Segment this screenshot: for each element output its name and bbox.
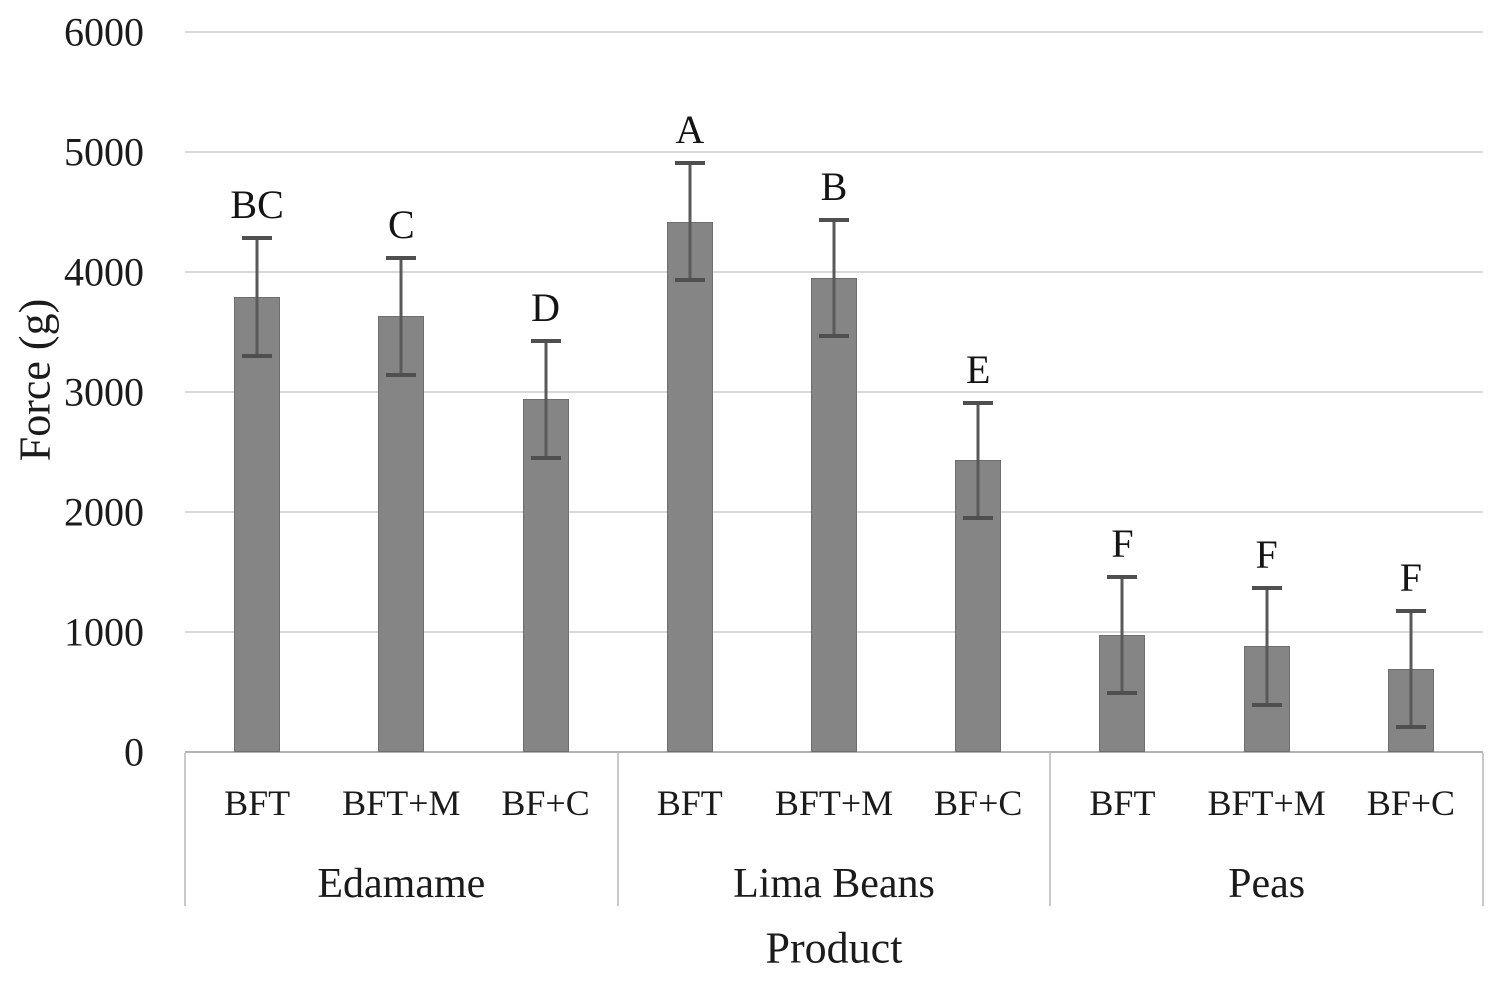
error-bar bbox=[1265, 588, 1269, 705]
group-label: Peas bbox=[1228, 861, 1306, 907]
y-axis-title: Force (g) bbox=[10, 298, 60, 462]
group-separator bbox=[1049, 753, 1052, 906]
bar bbox=[811, 278, 857, 752]
significance-letter: BC bbox=[230, 182, 284, 228]
significance-letter: C bbox=[387, 201, 415, 247]
error-bar bbox=[688, 162, 692, 281]
group-separator bbox=[1482, 753, 1484, 906]
error-bar bbox=[399, 257, 403, 375]
error-bar-cap-top bbox=[530, 338, 561, 343]
gridline-5000 bbox=[185, 151, 1483, 153]
significance-letter: F bbox=[1255, 532, 1278, 578]
significance-letter: E bbox=[966, 346, 991, 392]
error-bar-cap-bottom bbox=[242, 354, 273, 358]
bar bbox=[234, 297, 281, 752]
category-label: BF+C bbox=[501, 783, 590, 823]
group-label: Edamame bbox=[317, 861, 486, 907]
bar bbox=[666, 221, 713, 752]
error-bar bbox=[255, 238, 259, 356]
error-bar-cap-top bbox=[674, 160, 705, 165]
gridline-6000 bbox=[185, 31, 1483, 33]
error-bar-cap-bottom bbox=[1395, 725, 1426, 730]
category-label: BF+C bbox=[934, 783, 1023, 823]
x-axis-line bbox=[185, 751, 1483, 753]
significance-letter: F bbox=[1399, 555, 1422, 601]
category-label: BFT bbox=[224, 783, 291, 823]
error-bar-cap-bottom bbox=[386, 372, 417, 377]
significance-letter: B bbox=[820, 163, 848, 209]
y-tick-label: 4000 bbox=[64, 249, 144, 295]
error-bar bbox=[1120, 577, 1124, 693]
group-label: Lima Beans bbox=[733, 861, 935, 907]
error-bar bbox=[1409, 611, 1413, 728]
group-separator bbox=[616, 753, 619, 906]
y-tick-label: 1000 bbox=[64, 609, 144, 655]
error-bar-cap-bottom bbox=[963, 516, 994, 520]
category-label: BFT bbox=[1089, 783, 1156, 823]
error-bar-cap-top bbox=[1251, 586, 1282, 591]
error-bar-cap-top bbox=[963, 400, 994, 405]
bar bbox=[378, 316, 425, 752]
significance-letter: D bbox=[531, 284, 560, 330]
error-bar-cap-top bbox=[386, 255, 417, 260]
y-tick-label: 3000 bbox=[64, 369, 144, 415]
error-bar bbox=[544, 340, 548, 458]
error-bar-cap-top bbox=[1395, 609, 1426, 614]
significance-letter: F bbox=[1111, 521, 1134, 567]
error-bar-cap-top bbox=[819, 217, 849, 222]
category-label: BFT+M bbox=[342, 783, 461, 823]
error-bar bbox=[976, 402, 980, 518]
error-bar-cap-bottom bbox=[819, 334, 849, 339]
y-tick-label: 6000 bbox=[64, 9, 144, 55]
category-label: BFT bbox=[656, 783, 723, 823]
group-separator bbox=[184, 753, 186, 906]
y-tick-label: 5000 bbox=[64, 129, 144, 175]
y-tick-label: 2000 bbox=[64, 489, 144, 535]
y-tick-label: 0 bbox=[124, 729, 144, 775]
error-bar bbox=[832, 219, 836, 337]
error-bar-cap-bottom bbox=[530, 455, 561, 460]
error-bar-cap-top bbox=[1107, 575, 1138, 580]
error-bar-cap-bottom bbox=[674, 278, 705, 283]
error-bar-cap-bottom bbox=[1251, 702, 1282, 707]
category-label: BFT+M bbox=[774, 783, 894, 823]
significance-letter: A bbox=[675, 106, 705, 152]
category-label: BFT+M bbox=[1207, 783, 1326, 823]
error-bar-cap-top bbox=[242, 236, 273, 241]
category-label: BF+C bbox=[1366, 783, 1456, 823]
error-bar-cap-bottom bbox=[1107, 690, 1138, 695]
x-axis-title: Product bbox=[765, 923, 903, 973]
